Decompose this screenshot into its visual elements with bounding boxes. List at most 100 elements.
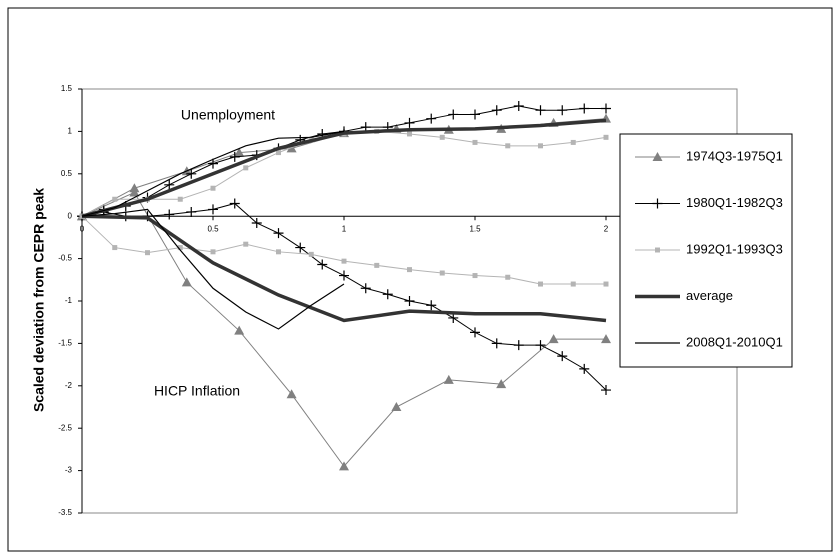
marker [208, 204, 218, 215]
marker [443, 374, 454, 384]
marker [513, 340, 524, 351]
marker [308, 251, 314, 257]
marker [317, 259, 328, 270]
marker [538, 143, 543, 149]
marker [164, 179, 175, 190]
line [81, 130, 345, 217]
marker [286, 389, 297, 399]
marker [439, 134, 445, 140]
line [81, 118, 607, 218]
marker [472, 139, 478, 145]
legend-marker [652, 198, 663, 209]
marker [557, 105, 568, 116]
marker [496, 379, 507, 389]
annotation: Unemployment [181, 107, 275, 123]
marker [186, 168, 197, 179]
y-tick-label: 1 [68, 127, 73, 136]
marker [470, 327, 480, 338]
marker [579, 103, 590, 114]
marker [112, 245, 118, 251]
marker [210, 249, 216, 255]
x-tick-label: 0 [80, 224, 85, 233]
annotation: HICP Inflation [154, 383, 240, 399]
marker [234, 325, 245, 335]
legend-marker [652, 152, 663, 161]
marker [112, 196, 118, 202]
line [81, 214, 607, 323]
marker [391, 402, 402, 411]
marker [570, 139, 576, 145]
marker [579, 363, 590, 374]
marker [276, 150, 281, 156]
x-tick-label: 1 [342, 224, 347, 233]
marker [407, 267, 412, 273]
marker [426, 113, 437, 124]
y-tick-label: -3 [65, 466, 73, 475]
y-tick-label: 0.5 [61, 169, 73, 178]
y-tick-label: -2 [65, 381, 73, 390]
marker [339, 461, 349, 471]
legend-label: 1980Q1-1982Q3 [686, 195, 783, 210]
marker [374, 262, 380, 268]
marker [177, 196, 183, 202]
marker [601, 334, 611, 344]
legend-label: 1992Q1-1993Q3 [686, 241, 783, 256]
marker [229, 198, 240, 209]
marker [407, 131, 412, 137]
legend-marker [652, 198, 663, 209]
legend-label: average [686, 288, 733, 303]
marker [243, 165, 249, 171]
marker [535, 105, 546, 116]
y-tick-label: -1 [65, 296, 73, 305]
marker [339, 270, 349, 281]
marker [570, 281, 576, 287]
marker [251, 217, 262, 228]
marker [360, 283, 371, 294]
legend-label: 2008Q1-2010Q1 [686, 334, 783, 349]
marker [229, 151, 240, 162]
legend-marker [655, 247, 660, 253]
marker [535, 340, 546, 351]
y-tick-label: -0.5 [58, 254, 72, 263]
y-tick-label: 1.5 [61, 84, 73, 93]
marker [557, 351, 568, 362]
y-axis-label: Scaled deviation from CEPR peak [31, 188, 47, 412]
marker [186, 206, 197, 217]
x-tick-label: 1.5 [469, 224, 481, 233]
x-tick-label: 2 [604, 224, 609, 233]
marker [276, 249, 281, 255]
marker [505, 274, 511, 280]
marker [548, 334, 559, 344]
marker [208, 158, 218, 169]
marker [243, 241, 249, 247]
marker [603, 134, 609, 140]
marker [145, 250, 150, 256]
marker [426, 300, 437, 311]
marker [472, 273, 478, 279]
marker [470, 109, 480, 120]
marker [491, 338, 502, 349]
marker [601, 103, 611, 114]
marker [404, 117, 415, 128]
marker [273, 228, 284, 239]
x-tick-label: 0.5 [207, 224, 219, 233]
marker [439, 270, 445, 276]
marker [164, 209, 175, 220]
marker [210, 185, 216, 191]
line [81, 208, 345, 330]
marker [603, 281, 609, 287]
legend-marker [655, 247, 660, 253]
y-tick-label: -3.5 [58, 508, 72, 517]
legend-marker [652, 152, 663, 161]
marker [382, 289, 393, 300]
marker [295, 242, 306, 253]
marker [538, 281, 543, 287]
y-tick-label: -1.5 [58, 339, 72, 348]
marker [491, 105, 502, 116]
legend-label: 1974Q3-1975Q1 [686, 148, 783, 163]
marker [177, 245, 183, 251]
marker [505, 143, 511, 149]
y-tick-label: -2.5 [58, 423, 72, 432]
marker [234, 147, 245, 157]
